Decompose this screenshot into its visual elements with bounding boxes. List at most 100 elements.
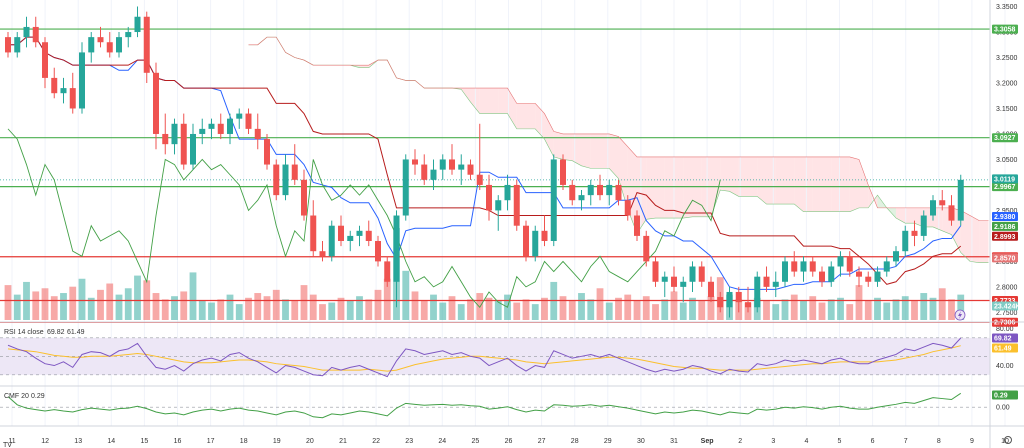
candle[interactable] — [439, 154, 446, 180]
candle[interactable] — [60, 77, 67, 104]
candle[interactable] — [125, 26, 132, 48]
time-axis[interactable]: 11 12 13 14 15 16 17 18 19 20 21 22 23 24 25 26 27 28 29 30… — [8, 436, 1012, 446]
candle[interactable] — [384, 256, 391, 287]
candle[interactable] — [338, 215, 344, 247]
candle[interactable] — [106, 32, 113, 58]
candle[interactable] — [393, 210, 400, 308]
candle[interactable] — [782, 256, 788, 287]
candle[interactable] — [550, 154, 557, 247]
price-badge[interactable]: 2.9186 — [992, 221, 1018, 231]
candle[interactable] — [171, 118, 178, 155]
candle[interactable] — [634, 210, 640, 241]
candle[interactable] — [643, 230, 650, 267]
candle[interactable] — [375, 235, 381, 267]
level-badge[interactable]: 3.3058 — [992, 24, 1018, 34]
candle[interactable] — [23, 16, 30, 48]
lightning-icon[interactable] — [954, 309, 966, 321]
candle[interactable] — [874, 266, 881, 287]
candle[interactable] — [523, 220, 529, 262]
candle[interactable] — [578, 190, 585, 211]
candle[interactable] — [680, 276, 687, 303]
candle[interactable] — [180, 113, 187, 170]
candle[interactable] — [661, 271, 668, 298]
candle[interactable] — [476, 123, 483, 191]
candle[interactable] — [153, 62, 159, 150]
candle[interactable] — [800, 256, 807, 282]
candlesticks[interactable] — [5, 6, 964, 318]
level-badge[interactable]: 3.0927 — [992, 133, 1018, 143]
candle[interactable] — [893, 246, 899, 267]
candle[interactable] — [199, 118, 206, 145]
level-badge[interactable]: 2.9967 — [992, 182, 1018, 192]
candle[interactable] — [717, 291, 724, 313]
candle[interactable] — [606, 179, 613, 206]
candle[interactable] — [42, 37, 48, 89]
candle[interactable] — [911, 220, 918, 247]
rsi-ma-badge[interactable]: 61.49 — [992, 343, 1018, 353]
candle[interactable] — [88, 32, 95, 63]
candle[interactable] — [689, 261, 696, 292]
candle[interactable] — [532, 225, 539, 262]
candle[interactable] — [227, 113, 233, 145]
candle[interactable] — [819, 266, 825, 287]
candle[interactable] — [402, 154, 409, 221]
settings-gear-icon[interactable] — [1004, 436, 1012, 444]
candle[interactable] — [865, 271, 872, 287]
candle[interactable] — [116, 32, 122, 58]
candle[interactable] — [726, 286, 733, 318]
candle[interactable] — [236, 108, 243, 129]
candle[interactable] — [143, 11, 150, 83]
candle[interactable] — [902, 225, 909, 257]
candle[interactable] — [754, 271, 761, 313]
candle[interactable] — [69, 72, 76, 114]
price-badge[interactable]: 3.0119 — [992, 174, 1018, 184]
candle[interactable] — [301, 169, 307, 221]
candle[interactable] — [856, 266, 862, 287]
candle[interactable] — [412, 149, 418, 175]
candle[interactable] — [32, 16, 39, 48]
candle[interactable] — [347, 230, 354, 252]
candle[interactable] — [513, 179, 520, 231]
candle[interactable] — [791, 251, 798, 277]
price-badge[interactable]: 2.8570 — [992, 253, 1018, 262]
candle[interactable] — [948, 195, 955, 226]
candle[interactable] — [449, 144, 455, 175]
candle[interactable] — [708, 276, 714, 303]
candle[interactable] — [587, 179, 594, 206]
price-axis[interactable]: 80.0040.000.003.35003.30003.25003.20003.… — [992, 4, 1020, 412]
candle[interactable] — [162, 113, 169, 155]
candle[interactable] — [920, 210, 927, 241]
candle[interactable] — [957, 174, 964, 226]
candle[interactable] — [430, 159, 437, 191]
candle[interactable] — [745, 286, 751, 313]
candle[interactable] — [264, 133, 270, 170]
candle[interactable] — [190, 123, 196, 170]
candle[interactable] — [652, 256, 659, 287]
candle[interactable] — [291, 144, 298, 185]
candle[interactable] — [254, 113, 261, 150]
candle[interactable] — [772, 271, 779, 298]
price-badge[interactable]: 2.8993 — [992, 231, 1018, 241]
rsi-value-badge[interactable]: 69.82 — [992, 333, 1018, 343]
candle[interactable] — [97, 26, 104, 48]
candle[interactable] — [134, 6, 141, 38]
candle[interactable] — [828, 261, 835, 287]
candle[interactable] — [930, 195, 936, 221]
candle[interactable] — [698, 261, 705, 287]
candle[interactable] — [365, 220, 372, 247]
candle[interactable] — [569, 179, 576, 206]
candle[interactable] — [671, 266, 677, 292]
candle[interactable] — [319, 241, 326, 262]
candle[interactable] — [486, 174, 492, 221]
candle[interactable] — [51, 67, 58, 99]
candle[interactable] — [208, 118, 215, 140]
candle[interactable] — [763, 266, 770, 292]
candle[interactable] — [458, 154, 465, 185]
candle[interactable] — [5, 32, 11, 58]
candle[interactable] — [217, 113, 224, 140]
candle[interactable] — [495, 195, 502, 231]
candle[interactable] — [846, 251, 853, 277]
candle[interactable] — [356, 225, 363, 247]
rsi-pane[interactable]: RSI 14 close 69.82 61.49 — [0, 329, 990, 378]
